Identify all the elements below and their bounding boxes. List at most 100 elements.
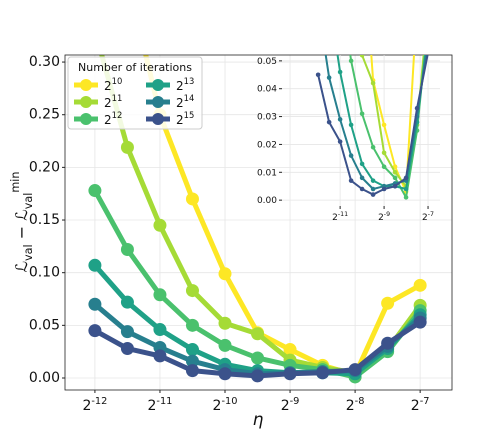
data-point	[381, 336, 395, 350]
data-point	[283, 367, 297, 381]
data-point	[327, 0, 332, 2]
data-point	[251, 351, 265, 365]
data-point	[403, 195, 409, 200]
y-tick-label: 0.30	[29, 54, 60, 70]
data-point	[426, 6, 431, 11]
data-point	[251, 369, 265, 383]
legend-marker	[80, 79, 92, 91]
data-point	[348, 58, 354, 64]
data-point	[120, 243, 134, 257]
data-point	[370, 80, 376, 86]
data-point	[359, 161, 365, 167]
data-point	[348, 122, 354, 128]
series-group	[315, 0, 431, 200]
x-tick-label: 2-11	[332, 211, 348, 223]
x-tick-label: 2-10	[213, 396, 238, 415]
data-point	[392, 164, 398, 170]
data-point	[359, 175, 365, 181]
data-point	[381, 150, 387, 156]
data-point	[315, 72, 321, 78]
data-point	[88, 24, 101, 37]
data-point	[337, 117, 343, 122]
data-point	[88, 297, 102, 311]
y-tick-label: 0.00	[29, 370, 60, 386]
data-point	[381, 122, 387, 128]
data-point	[153, 218, 167, 232]
y-tick-label: 0.01	[257, 168, 277, 178]
legend-title: Number of iterations	[78, 61, 192, 74]
data-point	[337, 139, 343, 144]
data-point	[414, 105, 420, 111]
data-point	[88, 184, 102, 198]
data-point	[381, 186, 387, 192]
x-tick-label: 2-7	[411, 396, 430, 415]
data-point	[359, 55, 365, 58]
data-point	[426, 50, 431, 55]
data-point	[413, 278, 427, 292]
x-tick-label: 2-9	[378, 211, 390, 223]
legend-marker	[152, 96, 164, 108]
data-point	[348, 153, 354, 158]
data-point	[120, 342, 134, 356]
x-tick-label: 2-7	[422, 211, 434, 223]
y-tick-label: 0.00	[257, 196, 277, 206]
y-tick-label: 0.05	[257, 56, 277, 66]
x-tick-label: 2-8	[346, 396, 365, 415]
legend-label: 210	[104, 76, 122, 93]
legend-marker	[80, 96, 92, 108]
data-point	[88, 258, 102, 272]
data-point	[326, 75, 332, 80]
data-point	[381, 296, 395, 310]
legend-label: 212	[104, 110, 122, 127]
data-point	[316, 366, 330, 380]
data-point	[185, 364, 199, 378]
data-point	[218, 267, 232, 281]
data-point	[185, 343, 199, 357]
data-point	[185, 318, 199, 332]
legend-marker	[80, 113, 92, 125]
data-point	[403, 175, 409, 181]
data-point	[359, 111, 365, 117]
data-point	[153, 288, 167, 302]
data-point	[426, 31, 431, 36]
data-point	[283, 343, 297, 357]
x-tick-label: 2-11	[147, 396, 172, 415]
data-point	[185, 284, 199, 298]
y-tick-label: 0.25	[29, 107, 60, 123]
legend-label: 214	[176, 93, 194, 110]
data-point	[337, 69, 343, 75]
inset-plot: 2-11 2-9 2-7 0.00 0.01 0.02 0.03 0.04 0.05	[257, 0, 440, 223]
data-point	[392, 169, 398, 175]
data-point	[326, 119, 332, 125]
data-point	[120, 295, 134, 309]
x-tick-label: 2-12	[82, 396, 107, 415]
data-point	[88, 324, 102, 338]
y-tick-label: 0.04	[257, 84, 277, 94]
y-tick-label: 0.20	[29, 159, 60, 175]
y-axis-label: ℒval − ℒvalmin	[9, 172, 35, 273]
y-tick-label: 0.02	[257, 140, 277, 150]
series-line	[92, 189, 423, 380]
data-point	[120, 325, 134, 339]
x-axis-label: η	[253, 410, 264, 430]
series-group	[88, 24, 427, 384]
data-point	[359, 186, 365, 192]
data-point	[218, 338, 232, 352]
data-point	[381, 164, 387, 170]
y-tick-label: 0.10	[29, 265, 60, 281]
data-point	[415, 0, 420, 5]
data-point	[370, 192, 376, 197]
data-point	[370, 144, 376, 150]
data-point	[348, 363, 362, 377]
data-point	[185, 354, 199, 368]
y-tick-label: 0.05	[29, 317, 60, 333]
main-plot: 2-12 2-11 2-10 2-9 2-8 2-7 0.00 0.05 0.10 0.15 0.2…	[29, 24, 452, 415]
x-tick-label: 2-9	[281, 396, 300, 415]
data-point	[370, 178, 376, 183]
data-point	[392, 183, 398, 189]
data-point	[120, 140, 134, 154]
data-point	[403, 186, 409, 192]
y-tick-label: 0.15	[29, 212, 60, 228]
legend-label: 211	[104, 93, 122, 110]
